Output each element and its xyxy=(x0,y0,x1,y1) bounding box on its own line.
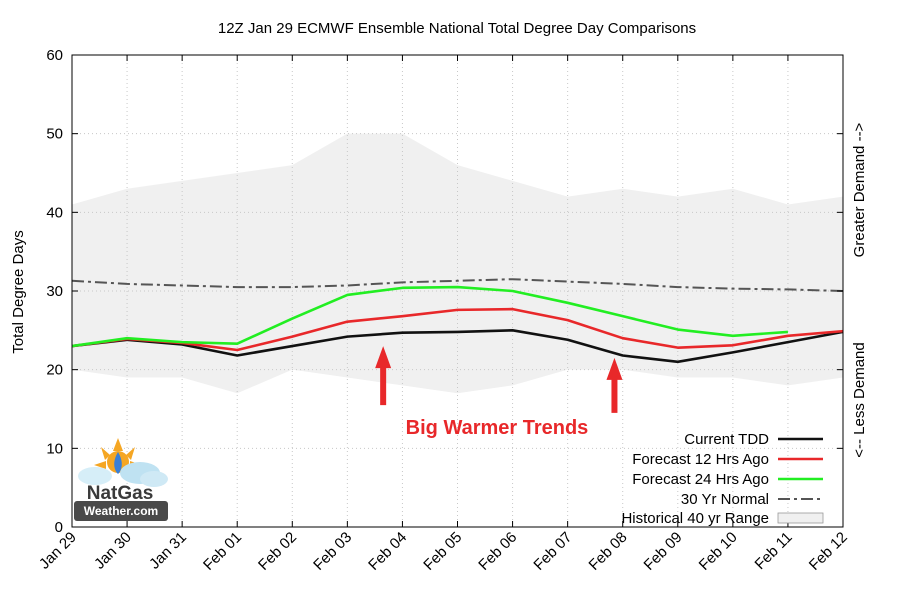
right-label-less-demand: <-- Less Demand xyxy=(851,342,868,457)
grid-lines xyxy=(72,55,843,527)
x-tick-label: Feb 04 xyxy=(365,529,410,574)
y-axis: 0 10 20 30 40 50 60 xyxy=(46,47,843,536)
legend-label: Forecast 24 Hrs Ago xyxy=(632,471,769,488)
y-tick-label: 40 xyxy=(46,204,63,221)
y-tick-label: 20 xyxy=(46,362,63,379)
y-tick-label: 60 xyxy=(46,47,63,64)
x-tick-label: Feb 11 xyxy=(751,529,795,573)
trend-arrows xyxy=(375,346,623,413)
x-tick-label: Jan 31 xyxy=(146,529,190,573)
legend-label: Historical 40 yr Range xyxy=(621,510,769,527)
series-line-2 xyxy=(71,285,789,348)
legend-label: Forecast 12 Hrs Ago xyxy=(632,451,769,468)
y-tick-label: 50 xyxy=(46,126,63,143)
y-tick-label: 10 xyxy=(46,440,63,457)
legend-swatch-range xyxy=(777,512,824,524)
legend-label: 30 Yr Normal xyxy=(681,491,769,508)
x-tick-label: Jan 30 xyxy=(91,529,135,573)
x-tick-label: Feb 10 xyxy=(696,529,741,574)
y-tick-label: 30 xyxy=(46,283,63,300)
series-line-0 xyxy=(71,329,844,364)
x-tick-label: Feb 08 xyxy=(585,529,630,574)
x-tick-label: Feb 03 xyxy=(310,529,355,574)
x-tick-label: Feb 06 xyxy=(475,529,520,574)
y-axis-label: Total Degree Days xyxy=(10,230,27,353)
x-tick-label: Feb 05 xyxy=(420,529,465,574)
x-tick-label: Feb 09 xyxy=(641,529,686,574)
y-tick-label: 0 xyxy=(55,519,63,536)
x-tick-label: Feb 02 xyxy=(255,529,300,574)
right-label-greater-demand: Greater Demand --> xyxy=(851,122,868,257)
series-line-3 xyxy=(71,278,844,292)
series-line-1 xyxy=(71,307,844,352)
x-tick-label: Feb 07 xyxy=(530,529,575,574)
legend-label: Current TDD xyxy=(684,431,769,448)
up-arrow-icon-0 xyxy=(375,346,392,406)
flame-icon xyxy=(114,452,122,474)
natgas-weather-logo: NatGas Weather.com xyxy=(74,438,168,521)
logo-banner xyxy=(74,501,168,521)
cloud-icon xyxy=(78,462,168,487)
series-group xyxy=(71,278,844,364)
x-tick-label: Feb 12 xyxy=(806,529,851,574)
up-arrow-icon-1 xyxy=(606,357,623,413)
chart-title: 12Z Jan 29 ECMWF Ensemble National Total… xyxy=(218,20,696,37)
logo-natgas-text: NatGas xyxy=(87,483,154,504)
x-tick-label: Feb 01 xyxy=(200,529,245,574)
legend: Current TDD Forecast 12 Hrs Ago Forecast 2… xyxy=(621,431,824,527)
big-warmer-trends-annotation: Big Warmer Trends xyxy=(406,417,589,439)
logo-weather-text: Weather.com xyxy=(84,504,158,518)
